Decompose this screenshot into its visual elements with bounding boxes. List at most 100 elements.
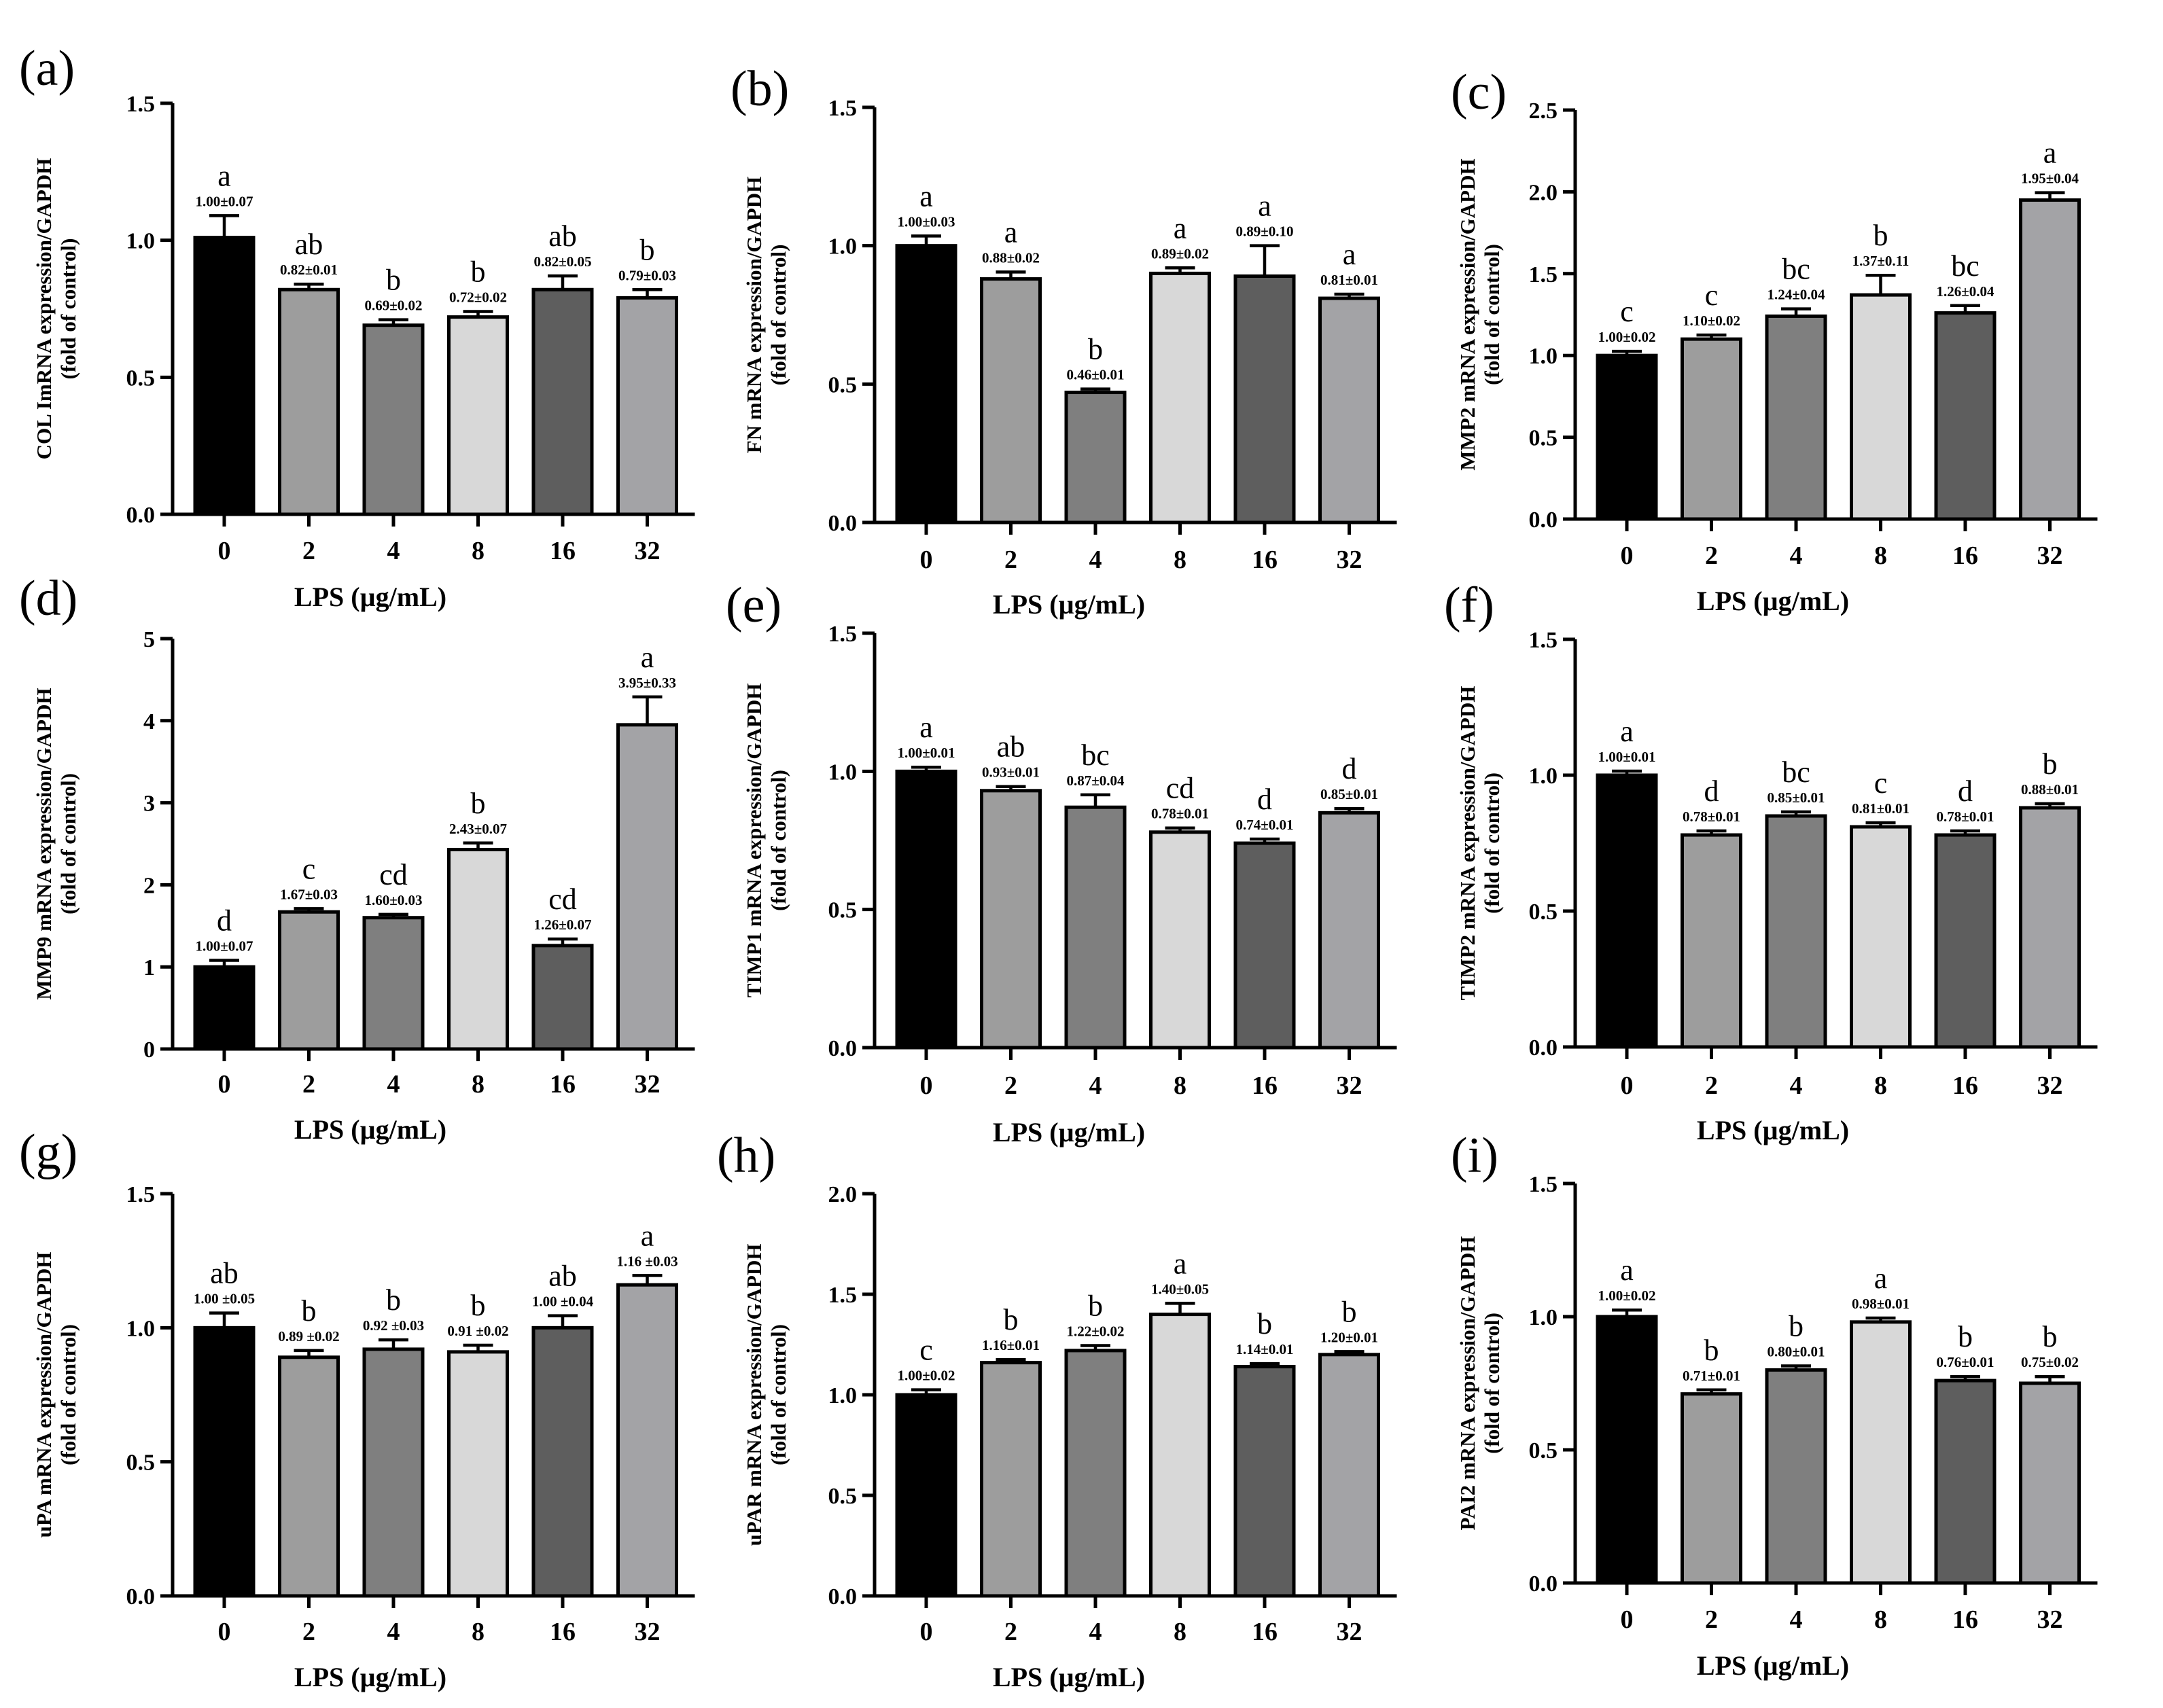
x-tick-label: 16: [550, 537, 576, 565]
x-tick-label: 32: [1337, 1618, 1362, 1646]
data-label: 0.89 ±0.02: [278, 1328, 339, 1345]
x-tick-label: 2: [302, 1618, 315, 1646]
bar-0: [193, 236, 256, 516]
chart-panel-a: (a) 0.0 0.5 1.0 1.5 COL ImRNA expression/GAPD…: [19, 41, 695, 612]
significance-letter: a: [1874, 1262, 1888, 1295]
bar-16: [1233, 841, 1296, 1050]
significance-letter: a: [1620, 715, 1634, 748]
y-tick-label: 1.5: [828, 1283, 858, 1308]
y-axis-title: TIMP1 mRNA expression/GAPDH (fold of cont…: [742, 683, 790, 998]
significance-letter: a: [641, 641, 654, 674]
bar-32: [2019, 1381, 2081, 1585]
y-axis-label-line2: (fold of control): [767, 770, 790, 911]
significance-letter: a: [1258, 190, 1271, 223]
y-tick-label: 0.0: [828, 511, 858, 536]
y-tick-label: 0.0: [1529, 508, 1558, 533]
data-label: 1.00±0.03: [897, 213, 955, 230]
x-tick-label: 0: [920, 1071, 933, 1100]
bar-0: [1596, 353, 1658, 521]
bar-16: [531, 944, 594, 1051]
significance-letter: ab: [548, 219, 577, 253]
data-label: 2.43±0.07: [449, 821, 507, 837]
x-axis-title: LPS (µg/mL): [1697, 1115, 1849, 1145]
bar-16: [531, 1326, 594, 1598]
x-tick-label: 8: [1174, 1618, 1186, 1646]
y-axis-title: uPAR mRNA expression/GAPDH (fold of contr…: [742, 1244, 790, 1546]
x-tick-label: 0: [920, 1618, 933, 1646]
data-label: 0.46±0.01: [1066, 367, 1124, 383]
bar-16: [1934, 833, 1997, 1049]
chart-panel-i: (i) 0.0 0.5 1.0 1.5 PAI2 mRNA expression/GAPD…: [1451, 1128, 2098, 1681]
data-label: 3.95±0.33: [618, 675, 676, 691]
data-label: 0.81±0.01: [1852, 800, 1910, 817]
x-tick-label: 0: [1621, 541, 1634, 570]
significance-letter: b: [1088, 333, 1103, 366]
significance-letter: d: [1704, 775, 1719, 808]
x-tick-label: 32: [635, 1070, 661, 1099]
y-tick-label: 1.5: [1529, 262, 1558, 287]
significance-letter: ab: [295, 228, 323, 261]
y-tick-label: 0.5: [828, 898, 858, 923]
panel-letter: (h): [717, 1128, 775, 1184]
significance-letter: a: [641, 1219, 654, 1252]
x-tick-label: 4: [1790, 1071, 1803, 1100]
x-tick-label: 8: [1874, 541, 1887, 570]
bar-0: [895, 244, 957, 524]
x-tick-label: 16: [1252, 546, 1278, 574]
data-label: 0.79±0.03: [618, 267, 676, 283]
data-label: 0.78±0.01: [1936, 808, 1994, 825]
x-tick-label: 4: [387, 1070, 400, 1099]
y-axis-label-line1: MMP2 mRNA expression/GAPDH: [1456, 158, 1479, 470]
significance-letter: bc: [1951, 249, 1980, 283]
y-tick-label: 1.0: [1529, 344, 1558, 369]
significance-letter: c: [919, 1334, 933, 1367]
data-label: 1.00 ±0.05: [194, 1291, 255, 1307]
y-tick-label: 2: [143, 873, 155, 898]
x-tick-label: 4: [1790, 1605, 1803, 1634]
data-label: 1.67±0.03: [280, 886, 338, 902]
bar-16: [531, 287, 594, 516]
bar-32: [616, 723, 678, 1051]
panel-letter: (c): [1451, 65, 1507, 120]
y-tick-label: 1.5: [828, 96, 858, 121]
significance-letter: b: [302, 1294, 317, 1328]
x-tick-label: 2: [1004, 1071, 1017, 1100]
y-tick-label: 0.0: [126, 503, 156, 528]
y-tick-label: 0: [143, 1037, 155, 1063]
significance-letter: a: [919, 179, 933, 213]
y-tick-label: 1.0: [1529, 1305, 1558, 1330]
y-axis-label-line2: (fold of control): [56, 773, 80, 914]
x-tick-label: 4: [387, 537, 400, 565]
x-tick-label: 4: [1089, 546, 1102, 574]
significance-letter: a: [1004, 215, 1018, 249]
x-tick-label: 8: [472, 537, 485, 565]
x-tick-label: 16: [1952, 1071, 1978, 1100]
x-tick-label: 8: [472, 1618, 485, 1646]
significance-letter: cd: [548, 883, 577, 916]
data-label: 0.88±0.01: [2021, 781, 2079, 798]
x-tick-label: 2: [302, 1070, 315, 1099]
bar-16: [1233, 274, 1296, 524]
x-tick-label: 8: [1174, 1071, 1186, 1100]
y-axis-label-line2: (fold of control): [56, 1324, 80, 1465]
bar-4: [362, 916, 425, 1051]
data-label: 1.95±0.04: [2021, 171, 2079, 187]
y-tick-label: 5: [143, 627, 155, 652]
data-label: 1.26±0.04: [1936, 283, 1994, 300]
bar-2: [980, 277, 1042, 524]
bar-32: [1318, 811, 1380, 1050]
bar-2: [1681, 833, 1742, 1049]
x-tick-label: 0: [920, 546, 933, 574]
x-tick-label: 32: [2037, 1605, 2063, 1634]
significance-letter: bc: [1081, 739, 1110, 772]
y-tick-label: 0.5: [1529, 900, 1558, 925]
y-tick-label: 1.0: [828, 760, 858, 785]
bar-0: [895, 769, 957, 1050]
data-label: 0.98±0.01: [1852, 1296, 1910, 1312]
chart-panel-h: (h) 0.0 0.5 1.0 1.5 2.0 uPAR mRNA expression/G…: [717, 1128, 1397, 1692]
x-tick-label: 2: [1004, 1618, 1017, 1646]
significance-letter: b: [471, 255, 486, 289]
x-tick-label: 4: [1790, 541, 1803, 570]
bar-2: [278, 910, 340, 1051]
x-tick-label: 0: [1621, 1071, 1634, 1100]
